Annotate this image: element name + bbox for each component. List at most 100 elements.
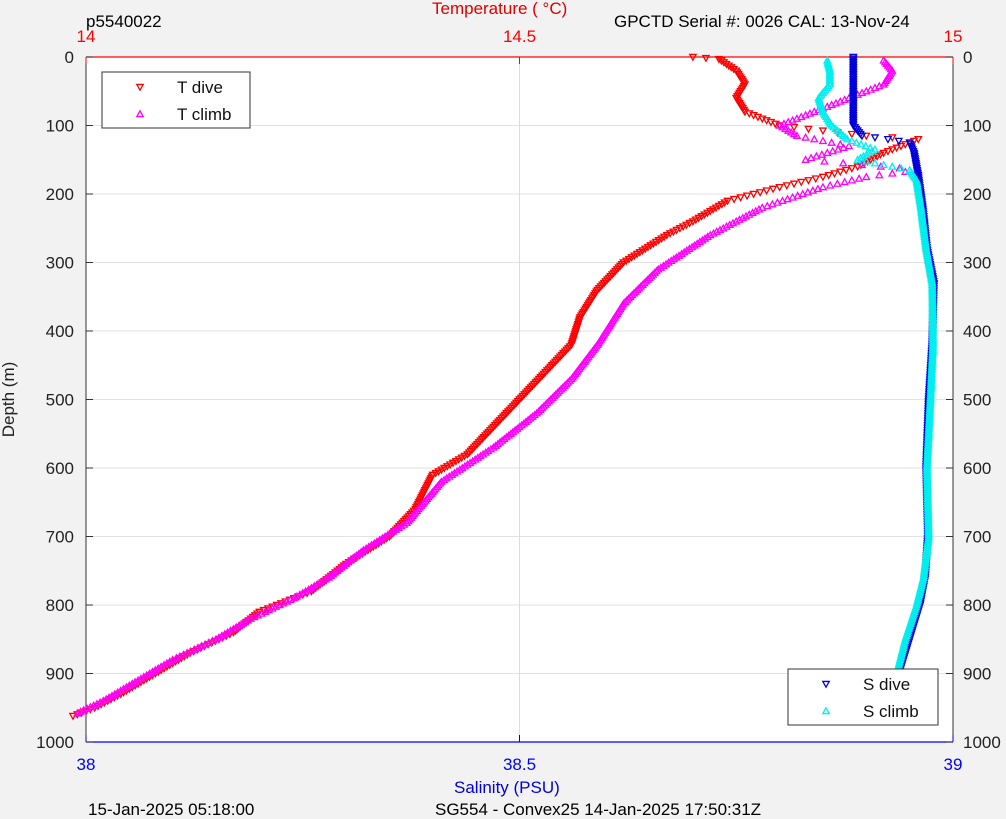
- t-climb-point: [754, 204, 764, 213]
- s-climb-point: [879, 160, 888, 169]
- s-climb-point: [861, 141, 871, 150]
- t-climb-point: [835, 139, 845, 148]
- y-tick-label-left: 100: [46, 117, 74, 136]
- t-dive-point: [876, 151, 885, 160]
- t-climb-point: [806, 153, 816, 162]
- t-climb-point: [827, 100, 836, 109]
- t-climb-point: [757, 203, 767, 211]
- y-tick-label-left: 300: [46, 254, 74, 273]
- t-climb-point: [268, 603, 277, 612]
- t-climb-point: [822, 102, 832, 110]
- t-climb-point: [875, 81, 884, 90]
- t-climb-point: [840, 95, 849, 104]
- t-dive-point: [755, 189, 765, 197]
- t-climb-point: [879, 79, 888, 88]
- t-climb-point: [805, 108, 815, 117]
- t-climb-point: [260, 607, 270, 616]
- s-climb-point: [852, 138, 861, 146]
- t-dive-point: [665, 230, 675, 238]
- t-dive-point: [701, 54, 711, 63]
- t-climb-point: [193, 643, 203, 652]
- salinity-tick-label: 39: [944, 755, 963, 774]
- t-dive-point: [789, 124, 799, 132]
- t-dive-point: [824, 171, 834, 180]
- t-dive-point: [682, 221, 691, 230]
- t-dive-point: [879, 149, 888, 158]
- legend-label: S dive: [863, 675, 910, 694]
- legend-marker: [821, 706, 831, 715]
- y-tick-label-right: 400: [963, 322, 991, 341]
- footer-timestamp: 15-Jan-2025 05:18:00: [88, 800, 255, 819]
- y-tick-label-right: 1000: [963, 733, 1001, 752]
- t-climb-point: [275, 600, 284, 609]
- s-climb-point: [870, 158, 880, 167]
- t-climb-point: [793, 191, 802, 199]
- t-climb-point: [182, 648, 192, 657]
- t-climb-point: [712, 227, 722, 235]
- t-dive-point: [672, 226, 681, 235]
- t-dive-point: [869, 154, 879, 163]
- t-climb-point: [866, 84, 875, 93]
- t-climb-point: [857, 88, 867, 97]
- t-climb-point: [835, 96, 845, 105]
- t-climb-point: [839, 143, 848, 151]
- t-climb-point: [861, 172, 871, 181]
- t-climb-point: [82, 704, 92, 712]
- legend-label: T dive: [177, 78, 223, 97]
- t-climb-point: [731, 216, 741, 225]
- temperature-tick-label: 15: [944, 27, 963, 46]
- t-dive-point: [796, 178, 806, 187]
- t-dive-point: [678, 223, 688, 232]
- t-dive-point: [729, 195, 739, 204]
- t-climb-point: [204, 638, 214, 646]
- t-climb-point: [854, 174, 864, 182]
- y-tick-label-right: 200: [963, 185, 991, 204]
- y-tick-label-right: 300: [963, 254, 991, 273]
- y-tick-label-right: 900: [963, 665, 991, 684]
- t-climb-point: [175, 651, 185, 660]
- t-climb-point: [817, 150, 827, 158]
- s-climb-point: [842, 134, 852, 143]
- t-climb-point: [783, 194, 792, 203]
- t-climb-point: [801, 110, 810, 119]
- t-dive-point: [861, 132, 871, 141]
- legend-label: S climb: [863, 702, 919, 721]
- t-climb-point: [844, 141, 854, 150]
- y-tick-label-right: 100: [963, 117, 991, 136]
- t-climb-point: [831, 98, 841, 107]
- t-climb-point: [827, 138, 836, 146]
- s-dive-point: [857, 132, 867, 141]
- t-dive-point: [818, 173, 828, 182]
- t-climb-point: [818, 136, 828, 145]
- t-climb-point: [788, 115, 797, 124]
- t-climb-point: [809, 107, 819, 116]
- t-dive-point: [789, 180, 799, 189]
- legend-marker: [821, 680, 831, 689]
- t-climb-point: [257, 609, 266, 617]
- t-climb-point: [286, 595, 295, 604]
- t-climb-point: [803, 187, 813, 196]
- t-climb-point: [95, 697, 105, 706]
- s-climb-point: [896, 163, 906, 172]
- t-climb-point: [751, 206, 761, 215]
- t-climb-point: [179, 650, 188, 658]
- t-climb-point: [783, 117, 793, 126]
- legend-label: T climb: [177, 105, 231, 124]
- s-climb-point: [825, 76, 835, 85]
- t-dive-point: [811, 175, 821, 184]
- y-tick-label-left: 200: [46, 185, 74, 204]
- t-dive-point: [866, 156, 875, 165]
- t-dive-point: [818, 127, 828, 136]
- t-climb-point: [744, 210, 754, 218]
- t-dive-point: [804, 125, 813, 134]
- t-dive-point: [675, 225, 685, 233]
- t-climb-point: [211, 634, 221, 643]
- t-climb-point: [888, 168, 897, 177]
- t-climb-point: [809, 134, 819, 143]
- t-climb-point: [825, 180, 835, 189]
- y-tick-label-left: 0: [65, 48, 74, 67]
- salinity-tick-label: 38.5: [503, 755, 536, 774]
- t-dive-point: [847, 165, 857, 173]
- t-climb-point: [718, 223, 728, 232]
- t-climb-point: [197, 641, 206, 650]
